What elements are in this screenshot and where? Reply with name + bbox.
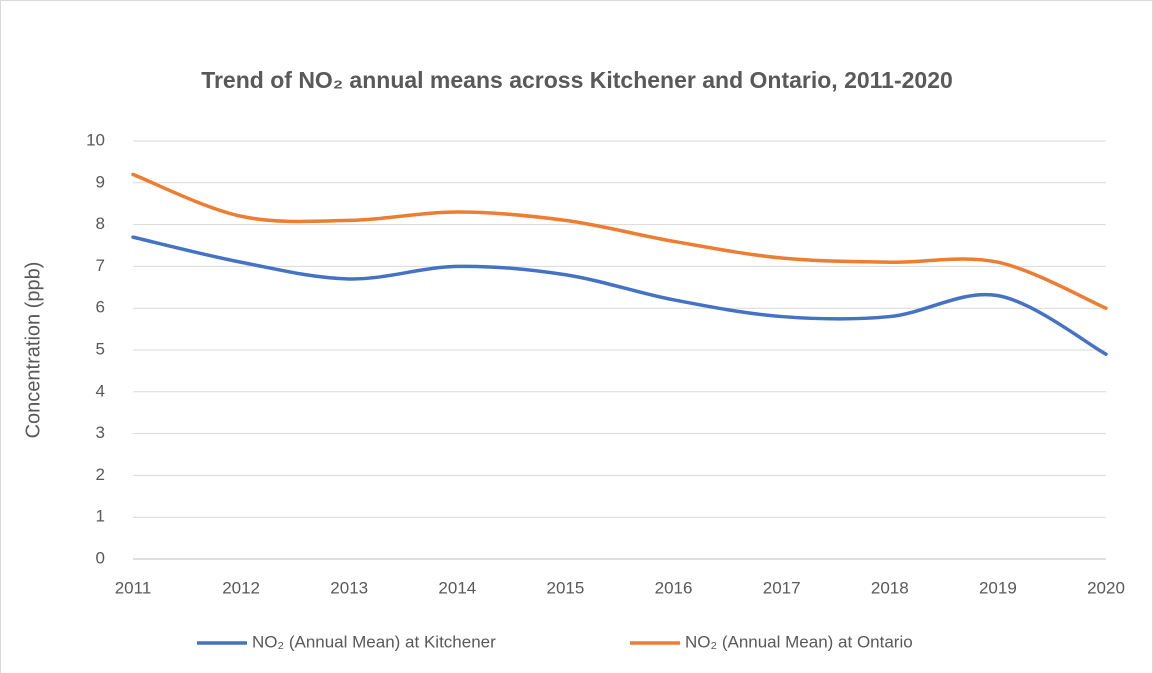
x-tick-label: 2016 (655, 578, 693, 597)
y-tick-label: 6 (96, 298, 105, 317)
series-line (131, 172, 1108, 310)
x-tick-label: 2017 (763, 578, 801, 597)
y-tick-label: 7 (96, 256, 105, 275)
legend-label: NO₂ (Annual Mean) at Kitchener (252, 632, 496, 651)
y-tick-label: 1 (96, 507, 105, 526)
chart-title: Trend of NO₂ annual means across Kitchen… (201, 67, 953, 93)
y-axis-label: Concentration (ppb) (22, 262, 44, 439)
x-tick-label: 2018 (871, 578, 909, 597)
x-tick-label: 2012 (222, 578, 260, 597)
x-tick-label: 2011 (115, 578, 152, 597)
x-tick-label: 2015 (547, 578, 585, 597)
x-tick-label: 2014 (438, 578, 476, 597)
y-tick-label: 9 (96, 172, 105, 191)
x-tick-label: 2019 (979, 578, 1017, 597)
y-tick-label: 10 (86, 130, 105, 149)
y-tick-label: 2 (96, 465, 105, 484)
y-tick-label: 4 (96, 381, 105, 400)
y-tick-label: 5 (96, 339, 105, 358)
legend-label: NO₂ (Annual Mean) at Ontario (685, 632, 913, 651)
x-tick-label: 2020 (1087, 578, 1125, 597)
series-line (131, 235, 1108, 356)
y-tick-label: 0 (96, 548, 105, 567)
y-tick-label: 3 (96, 423, 105, 442)
x-tick-label: 2013 (330, 578, 368, 597)
y-tick-label: 8 (96, 214, 105, 233)
